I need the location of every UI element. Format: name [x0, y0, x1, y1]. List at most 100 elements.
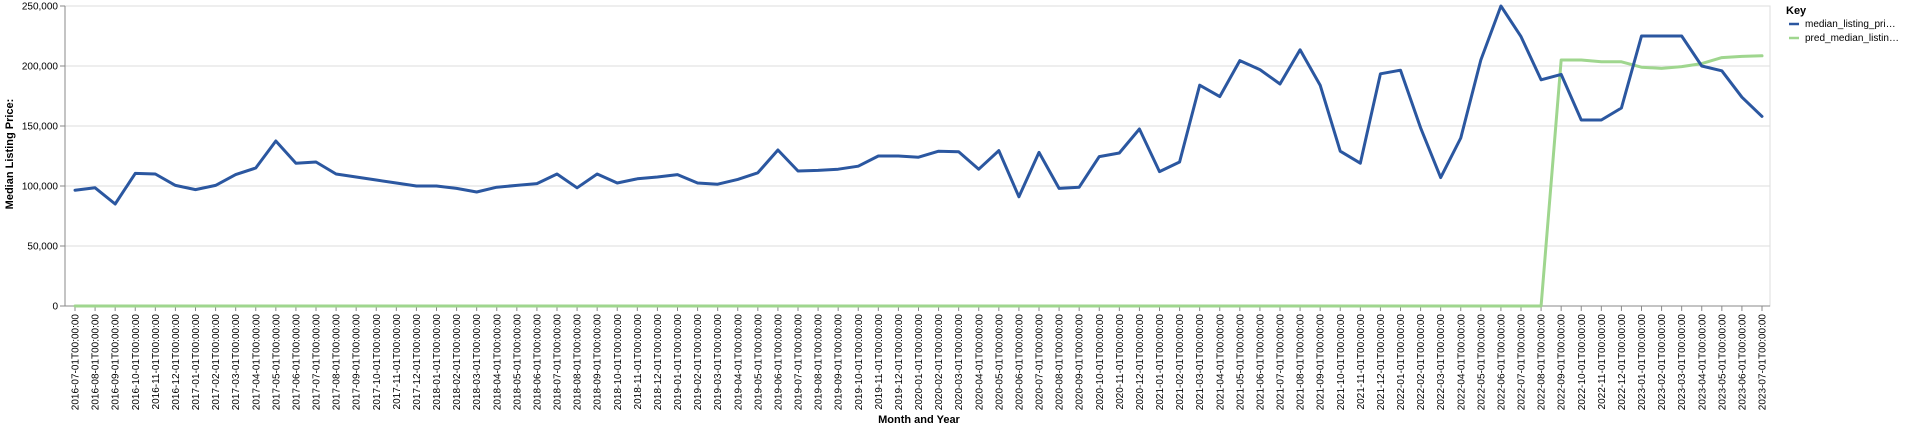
- x-tick-label: 2021-09-01T00:00:00: [1316, 314, 1327, 411]
- x-tick-label: 2022-09-01T00:00:00: [1557, 314, 1568, 411]
- legend-title: Key: [1786, 5, 1807, 17]
- x-tick-label: 2022-08-01T00:00:00: [1537, 314, 1548, 411]
- y-tick-label: 0: [52, 302, 58, 313]
- x-tick-label: 2017-01-01T00:00:00: [191, 314, 202, 411]
- x-tick-label: 2022-11-01T00:00:00: [1597, 314, 1608, 410]
- x-tick-label: 2020-07-01T00:00:00: [1035, 314, 1046, 411]
- x-tick-label: 2018-04-01T00:00:00: [492, 314, 503, 411]
- x-tick-label: 2021-07-01T00:00:00: [1276, 314, 1287, 411]
- x-tick-label: 2017-04-01T00:00:00: [251, 314, 262, 411]
- x-tick-label: 2022-10-01T00:00:00: [1577, 314, 1588, 411]
- x-tick-label: 2020-02-01T00:00:00: [934, 314, 945, 411]
- x-tick-label: 2017-07-01T00:00:00: [312, 314, 323, 411]
- y-axis-title: Median Listing Price:: [4, 99, 16, 210]
- x-tick-label: 2021-05-01T00:00:00: [1235, 314, 1246, 411]
- x-tick-label: 2023-04-01T00:00:00: [1697, 314, 1708, 411]
- x-tick-label: 2020-09-01T00:00:00: [1075, 314, 1086, 411]
- x-tick-label: 2017-09-01T00:00:00: [352, 314, 363, 411]
- x-tick-label: 2018-08-01T00:00:00: [573, 314, 584, 411]
- x-tick-label: 2023-07-01T00:00:00: [1758, 314, 1769, 411]
- x-tick-label: 2021-04-01T00:00:00: [1215, 314, 1226, 411]
- x-tick-label: 2019-09-01T00:00:00: [834, 314, 845, 411]
- series-line-median-listing-price: [73, 4, 1764, 206]
- legend-label: median_listing_pri…: [1805, 19, 1896, 30]
- series-lines: [73, 4, 1764, 308]
- x-tick-label: 2019-12-01T00:00:00: [894, 314, 905, 411]
- y-tick-label: 150,000: [22, 122, 59, 133]
- x-tick-label: 2018-10-01T00:00:00: [613, 314, 624, 411]
- y-tick-label: 100,000: [22, 182, 59, 193]
- x-tick-label: 2019-05-01T00:00:00: [753, 314, 764, 411]
- x-tick-label: 2021-08-01T00:00:00: [1296, 314, 1307, 411]
- x-tick-label: 2020-06-01T00:00:00: [1014, 314, 1025, 411]
- x-tick-label: 2022-12-01T00:00:00: [1617, 314, 1628, 411]
- y-tick-label: 50,000: [27, 242, 58, 253]
- x-tick-label: 2018-02-01T00:00:00: [452, 314, 463, 411]
- x-tick-label: 2016-08-01T00:00:00: [91, 314, 102, 411]
- x-tick-label: 2023-01-01T00:00:00: [1637, 314, 1648, 411]
- x-tick-label: 2020-03-01T00:00:00: [954, 314, 965, 411]
- x-tick-label: 2020-08-01T00:00:00: [1055, 314, 1066, 411]
- x-tick-label: 2019-07-01T00:00:00: [794, 314, 805, 411]
- x-tick-label: 2017-02-01T00:00:00: [211, 314, 222, 411]
- x-tick-label: 2023-05-01T00:00:00: [1717, 314, 1728, 411]
- x-tick-label: 2020-11-01T00:00:00: [1115, 314, 1126, 410]
- x-tick-label: 2021-03-01T00:00:00: [1195, 314, 1206, 411]
- x-tick-label: 2016-12-01T00:00:00: [171, 314, 182, 411]
- x-tick-label: 2016-11-01T00:00:00: [151, 314, 162, 410]
- y-axis: 0 50,000 100,000 150,000 200,000 250,000: [22, 2, 66, 313]
- x-tick-label: 2018-01-01T00:00:00: [432, 314, 443, 411]
- x-tick-label: 2019-08-01T00:00:00: [814, 314, 825, 411]
- y-tick-label: 250,000: [22, 2, 59, 13]
- x-tick-label: 2019-03-01T00:00:00: [713, 314, 724, 411]
- y-tick-label: 200,000: [22, 62, 59, 73]
- x-tick-label: 2021-02-01T00:00:00: [1175, 314, 1186, 411]
- x-tick-label: 2022-03-01T00:00:00: [1436, 314, 1447, 411]
- x-tick-label: 2018-06-01T00:00:00: [532, 314, 543, 411]
- x-tick-label: 2017-08-01T00:00:00: [332, 314, 343, 411]
- series-line-pred-median-listing-price: [73, 54, 1764, 308]
- x-tick-label: 2018-12-01T00:00:00: [653, 314, 664, 411]
- x-tick-label: 2022-05-01T00:00:00: [1476, 314, 1487, 411]
- x-tick-label: 2018-07-01T00:00:00: [553, 314, 564, 411]
- x-tick-label: 2019-10-01T00:00:00: [854, 314, 865, 411]
- x-tick-label: 2019-04-01T00:00:00: [733, 314, 744, 411]
- x-tick-label: 2020-01-01T00:00:00: [914, 314, 925, 411]
- x-tick-label: 2018-09-01T00:00:00: [593, 314, 604, 411]
- legend-label: pred_median_listin…: [1805, 33, 1899, 44]
- x-axis-title: Month and Year: [878, 414, 960, 426]
- x-tick-label: 2017-03-01T00:00:00: [231, 314, 242, 411]
- x-tick-label: 2018-11-01T00:00:00: [633, 314, 644, 410]
- x-tick-label: 2020-04-01T00:00:00: [974, 314, 985, 411]
- x-tick-label: 2021-10-01T00:00:00: [1336, 314, 1347, 411]
- x-tick-label: 2020-05-01T00:00:00: [994, 314, 1005, 411]
- x-tick-label: 2016-09-01T00:00:00: [111, 314, 122, 411]
- x-tick-label: 2021-11-01T00:00:00: [1356, 314, 1367, 410]
- x-tick-label: 2016-10-01T00:00:00: [131, 314, 142, 411]
- x-tick-label: 2018-03-01T00:00:00: [472, 314, 483, 411]
- x-tick-label: 2019-06-01T00:00:00: [773, 314, 784, 411]
- x-tick-label: 2022-07-01T00:00:00: [1517, 314, 1528, 411]
- x-tick-label: 2022-02-01T00:00:00: [1416, 314, 1427, 411]
- x-tick-label: 2017-12-01T00:00:00: [412, 314, 423, 411]
- x-tick-label: 2021-06-01T00:00:00: [1255, 314, 1266, 411]
- x-tick-label: 2017-05-01T00:00:00: [271, 314, 282, 411]
- x-tick-label: 2021-01-01T00:00:00: [1155, 314, 1166, 411]
- legend: Key median_listing_pri… pred_median_listi…: [1786, 5, 1899, 44]
- x-tick-label: 2019-01-01T00:00:00: [673, 314, 684, 411]
- x-tick-label: 2017-10-01T00:00:00: [372, 314, 383, 411]
- x-tick-label: 2019-02-01T00:00:00: [693, 314, 704, 411]
- x-axis: 2016-07-01T00:00:00 2016-08-01T00:00:00 20…: [65, 305, 1770, 411]
- x-tick-label: 2019-11-01T00:00:00: [874, 314, 885, 410]
- x-tick-label: 2022-04-01T00:00:00: [1456, 314, 1467, 411]
- x-tick-label: 2023-03-01T00:00:00: [1677, 314, 1688, 411]
- x-tick-label: 2022-06-01T00:00:00: [1496, 314, 1507, 411]
- x-tick-label: 2023-06-01T00:00:00: [1737, 314, 1748, 411]
- x-tick-label: 2023-02-01T00:00:00: [1657, 314, 1668, 411]
- x-tick-label: 2018-05-01T00:00:00: [512, 314, 523, 411]
- x-tick-label: 2017-06-01T00:00:00: [291, 314, 302, 411]
- x-tick-label: 2020-10-01T00:00:00: [1095, 314, 1106, 411]
- x-tick-label: 2022-01-01T00:00:00: [1396, 314, 1407, 411]
- x-tick-label: 2020-12-01T00:00:00: [1135, 314, 1146, 411]
